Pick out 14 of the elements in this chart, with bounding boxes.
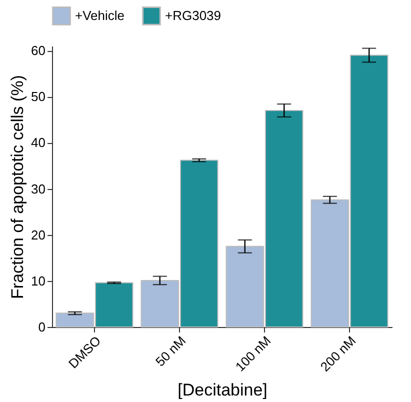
legend-label: +Vehicle — [75, 8, 125, 23]
y-tick-label: 0 — [38, 320, 46, 334]
legend-label: +RG3039 — [165, 8, 222, 23]
x-axis-title: [Decitabine] — [178, 380, 268, 400]
y-tick-label: 50 — [31, 89, 46, 104]
x-tick-label: 100 nM — [232, 333, 274, 374]
y-axis-title: Fraction of apoptotic cells (%) — [8, 75, 28, 299]
y-tick-label: 30 — [31, 181, 46, 196]
y-tick-label: 60 — [31, 43, 46, 58]
y-tick-label: 10 — [31, 273, 46, 288]
x-tick-label: 200 nM — [317, 333, 359, 374]
y-tick-label: 20 — [31, 227, 46, 242]
y-tick-label: 40 — [31, 135, 46, 150]
x-tick-label: 50 nM — [152, 333, 189, 370]
